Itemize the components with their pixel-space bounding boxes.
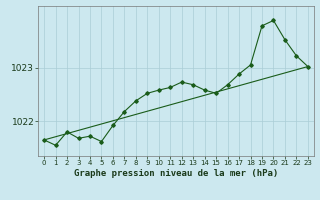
X-axis label: Graphe pression niveau de la mer (hPa): Graphe pression niveau de la mer (hPa) [74, 169, 278, 178]
